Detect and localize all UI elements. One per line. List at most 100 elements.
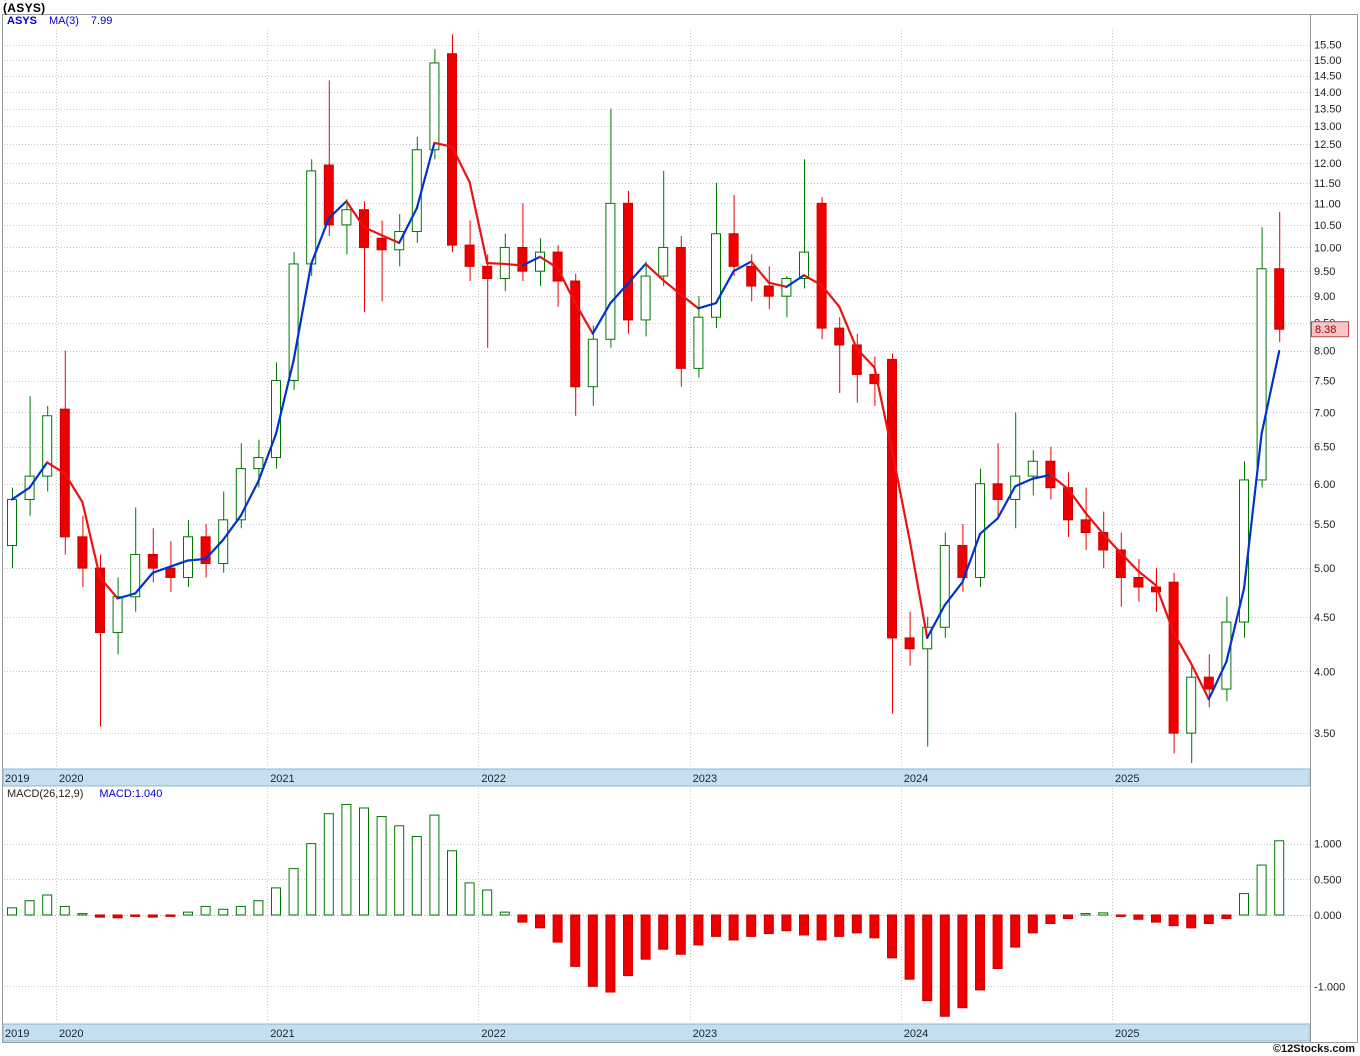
- macd-bar: [235, 905, 246, 916]
- macd-bar: [640, 914, 651, 960]
- price-axis-label: 12.50: [1314, 139, 1342, 151]
- ma-segment: [10, 486, 31, 501]
- symbol-label: ASYS: [7, 15, 37, 27]
- year-label: 2024: [904, 1028, 928, 1040]
- macd-bar: [939, 914, 950, 1017]
- macd-bar: [482, 889, 493, 916]
- candle: [517, 246, 528, 272]
- price-axis-label: 3.50: [1314, 728, 1335, 740]
- candle: [1115, 549, 1126, 578]
- ma-segment: [1137, 570, 1158, 587]
- ma-segment: [1084, 511, 1105, 536]
- macd-bar: [746, 914, 757, 937]
- macd-bar: [1045, 914, 1056, 925]
- chart-frame: [2, 14, 1358, 1043]
- macd-bar: [1010, 914, 1021, 948]
- macd-bar: [464, 882, 475, 916]
- ma-segment: [574, 301, 594, 335]
- candle: [482, 265, 493, 280]
- candle: [1221, 621, 1232, 690]
- ma-segment: [345, 200, 366, 229]
- price-axis-label: 7.50: [1314, 376, 1335, 388]
- candle: [570, 280, 581, 388]
- candle: [429, 62, 440, 151]
- year-label: 2025: [1115, 773, 1139, 785]
- ma-segment: [838, 305, 858, 350]
- candle: [887, 358, 897, 639]
- x-axis-band: [2, 1023, 1311, 1042]
- macd-bar: [834, 914, 845, 937]
- macd-bar: [623, 914, 633, 977]
- ma-segment: [327, 200, 348, 220]
- candle: [7, 498, 17, 547]
- candle: [253, 457, 264, 470]
- candle: [746, 265, 757, 287]
- candle: [763, 285, 774, 297]
- ma-segment: [943, 581, 964, 607]
- candle: [411, 149, 422, 233]
- macd-bar: [59, 905, 70, 916]
- macd-bar: [975, 914, 985, 991]
- candle: [1256, 268, 1267, 481]
- ma-segment: [591, 301, 612, 335]
- year-label: 2022: [481, 773, 505, 785]
- ma-segment: [292, 262, 313, 362]
- ma-segment: [81, 501, 102, 579]
- ma-segment: [556, 266, 577, 305]
- macd-bar: [763, 914, 774, 935]
- candle: [1080, 519, 1091, 534]
- candle: [341, 209, 352, 226]
- ma-segment: [609, 282, 630, 305]
- macd-bar: [271, 887, 281, 916]
- ma-segment: [274, 359, 295, 435]
- candle: [1133, 576, 1144, 588]
- macd-bar: [1221, 914, 1232, 920]
- ma-segment: [310, 217, 330, 266]
- candle: [112, 596, 123, 634]
- candle: [130, 553, 141, 598]
- year-label: 2024: [904, 773, 928, 785]
- macd-bar: [1115, 914, 1126, 917]
- ma-segment: [486, 262, 506, 266]
- ma-segment: [521, 255, 542, 267]
- macd-legend: MACD(26,12,9) MACD:1.040: [7, 788, 162, 800]
- ma-segment: [362, 225, 383, 237]
- macd-bar: [147, 914, 158, 918]
- price-axis-label: 14.50: [1314, 71, 1342, 83]
- candle: [95, 567, 105, 634]
- ma-segment: [767, 281, 788, 288]
- ma-segment: [116, 592, 137, 600]
- year-label: 2020: [59, 773, 83, 785]
- candle: [218, 519, 229, 565]
- ma-segment: [732, 260, 753, 273]
- candle: [535, 251, 545, 272]
- ma-segment: [222, 514, 242, 541]
- year-label: 2023: [693, 773, 717, 785]
- candle: [288, 263, 299, 382]
- candle: [147, 553, 158, 569]
- ma-segment: [820, 284, 841, 308]
- ma-segment: [450, 145, 471, 184]
- macd-bar: [693, 914, 704, 946]
- ma-segment: [626, 262, 647, 285]
- year-label: 2019: [5, 773, 29, 785]
- macd-bar: [165, 914, 176, 917]
- price-axis-label: 5.50: [1314, 519, 1335, 531]
- year-label: 2020: [59, 1028, 83, 1040]
- macd-bar: [1027, 914, 1038, 934]
- macd-bar: [429, 814, 440, 916]
- chart-title: (ASYS): [3, 1, 46, 15]
- ma-segment: [1049, 473, 1070, 491]
- macd-bar: [306, 843, 317, 916]
- ma-segment: [151, 565, 172, 574]
- ma-segment: [257, 432, 278, 483]
- macd-bar: [359, 807, 369, 916]
- candle: [728, 233, 739, 267]
- macd-bar: [447, 850, 457, 916]
- macd-bar: [658, 914, 669, 950]
- macd-bar: [200, 905, 211, 916]
- macd-bar: [799, 914, 809, 936]
- macd-bar: [394, 825, 405, 916]
